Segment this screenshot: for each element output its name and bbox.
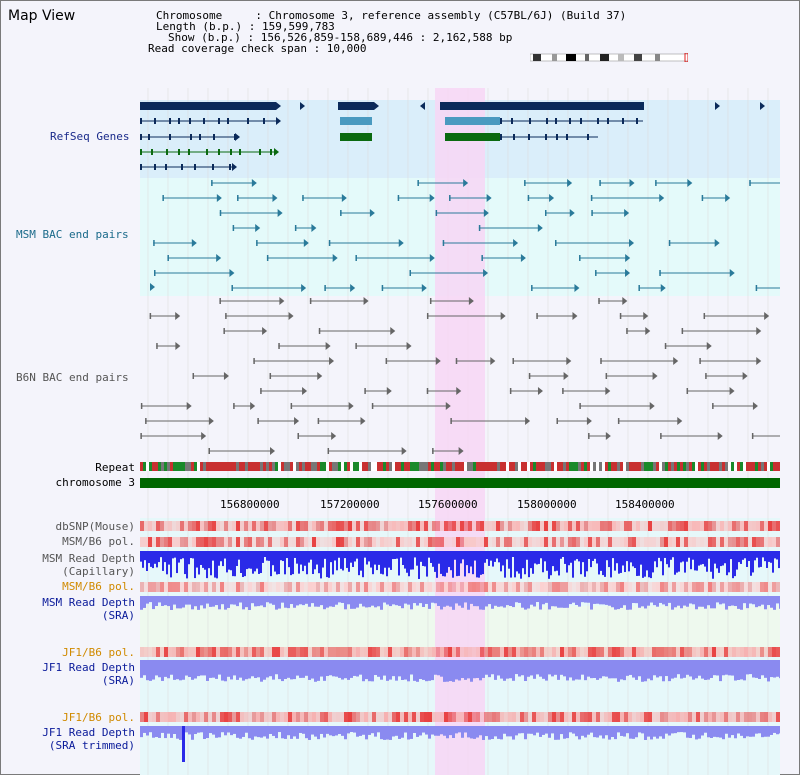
track-label-jf1-depth-sra: JF1 Read Depth (SRA) [42,661,135,687]
gene-block [340,117,372,125]
axis-tick-label: 156800000 [220,498,280,511]
position-axis: 156800000 157200000 157600000 158000000 1584… [140,498,780,512]
track-label-refseq-genes[interactable]: RefSeq Genes [50,130,130,143]
axis-tick-label: 158000000 [517,498,577,511]
track-label-msm-depth-capillary: MSM Read Depth (Capillary) [42,552,135,578]
header-info: Chromosome : Chromosome 3, reference ass… [148,10,626,54]
header-length: Length (b.p.) : 159,599,783 [156,20,335,33]
track-label-line2: (Capillary) [62,565,135,578]
track-label-line2: (SRA) [101,674,135,687]
gene-block [140,102,276,110]
msm-bac-track[interactable] [150,179,780,292]
header-chromosome: Chromosome : Chromosome 3, reference ass… [156,9,627,22]
track-label-jf1-b6-pol: JF1/B6 pol. [62,646,135,659]
track-label-line1: MSM Read Depth [42,596,135,609]
track-label-b6n-bac[interactable]: B6N BAC end pairs [16,371,129,384]
gene-block [340,133,372,141]
track-label-jf1-depth-trimmed: JF1 Read Depth (SRA trimmed) [42,726,135,752]
genome-track-area[interactable] [140,88,780,775]
gene-block [445,133,500,141]
depth-spike [182,726,185,762]
chromosome-overview[interactable] [530,53,688,62]
track-label-line1: MSM Read Depth [42,552,135,565]
gene-block [338,102,374,110]
repeat-track [140,462,780,471]
track-label-line2: (SRA trimmed) [48,739,135,752]
track-label-msm-depth-sra: MSM Read Depth (SRA) [42,596,135,622]
track-label-line2: (SRA) [101,609,135,622]
gene-block [440,102,644,110]
track-label-dbsnp: dbSNP(Mouse) [55,520,135,533]
axis-tick-label: 157200000 [320,498,380,511]
chromosome-track [140,478,780,488]
track-label-msm-b6-pol: MSM/B6 pol. [62,535,135,548]
refseq-gene-track[interactable] [140,102,765,171]
b6n-bac-track[interactable] [140,297,780,455]
page-title: Map View [8,8,76,24]
axis-tick-label: 158400000 [615,498,675,511]
header-coverage: Read coverage check span : 10,000 [148,42,367,55]
chromosome-bar [140,478,780,488]
track-label-msm-b6-pol-2: MSM/B6 pol. [62,580,135,593]
track-label-chromosome: chromosome 3 [55,476,135,489]
track-label-line1: JF1 Read Depth [42,726,135,739]
track-label-msm-bac[interactable]: MSM BAC end pairs [16,228,129,241]
axis-tick-label: 157600000 [418,498,478,511]
track-label-repeat: Repeat [95,461,135,474]
track-label-line1: JF1 Read Depth [42,661,135,674]
gene-block [445,117,500,125]
header-show: Show (b.p.) : 156,526,859-158,689,446 : … [168,31,513,44]
heat-tracks [140,521,780,762]
track-label-jf1-b6-pol-2: JF1/B6 pol. [62,711,135,724]
